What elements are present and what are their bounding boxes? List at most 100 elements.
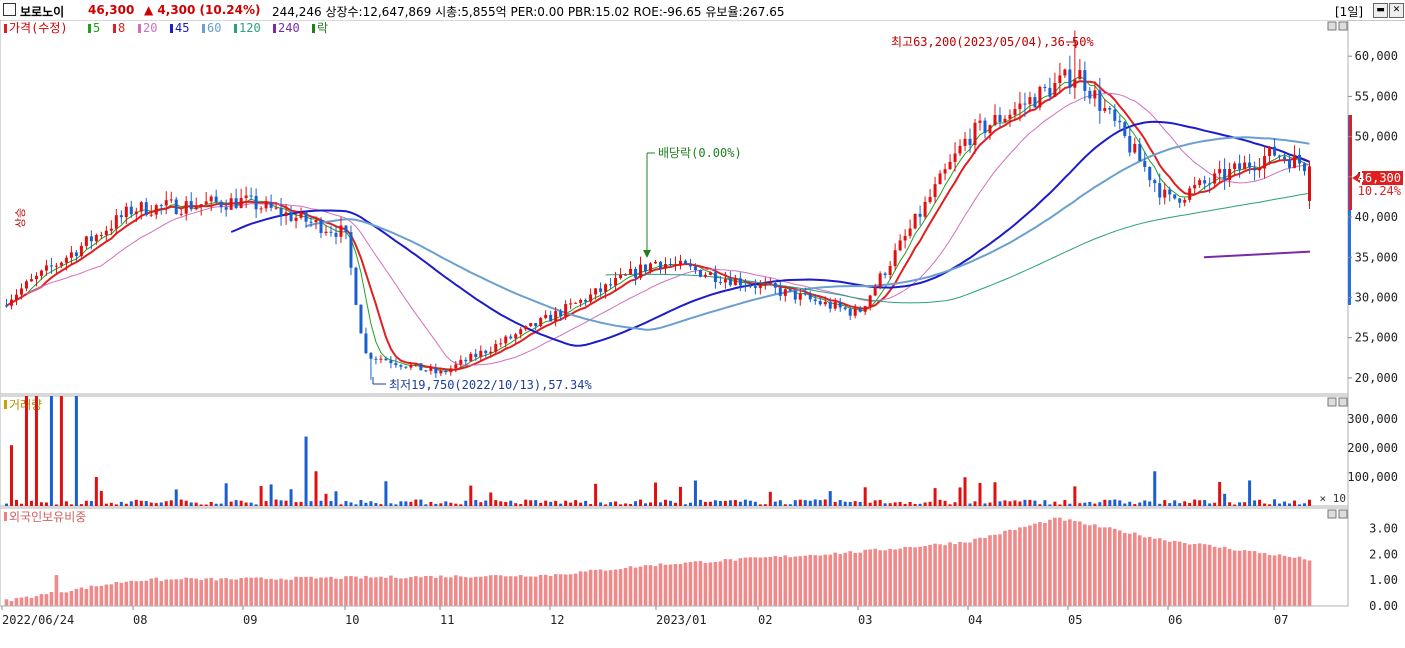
volume-bar [748,500,752,506]
candle-body [1033,97,1037,108]
volume-bar [718,500,722,506]
volume-bar [938,499,942,506]
candle-body [733,278,737,286]
volume-bar [189,502,193,506]
candle-body [289,212,293,221]
candle-body [519,329,523,335]
volume-bar [634,501,638,506]
candle-body [1053,82,1057,97]
volume-bar [249,502,253,506]
candle-body [683,260,687,265]
foreign-ratio-bar [1202,544,1207,606]
candle-body [354,267,358,305]
foreign-ratio-bar [473,576,478,606]
candle-body [843,307,847,310]
volume-bar [149,502,153,506]
volume-bar [1068,503,1072,506]
foreign-ratio-bar [349,576,353,606]
ma-legend-label: 120 [239,21,261,35]
candle-body [349,232,353,268]
volume-bar [1258,499,1262,506]
candle-body [1183,199,1187,203]
foreign-ratio-bar [1307,560,1312,606]
volume-bar [888,503,892,506]
foreign-ratio-bar [264,579,268,606]
candle-body [379,358,383,360]
volume-bar [1083,502,1087,506]
price-tick-label: 50,000 [1355,130,1398,144]
candle-body [1253,167,1257,171]
volume-bar [169,500,173,506]
price-tick-label: 30,000 [1355,290,1398,304]
volume-bar [778,500,782,506]
volume-bar [344,501,348,506]
candle-body [873,287,877,296]
panel-buttons[interactable] [1327,21,1348,519]
foreign-ratio-bar [658,563,663,606]
volume-bar [1013,500,1017,506]
foreign-ratio-bar [1162,540,1167,606]
foreign-ratio-bar [324,577,328,606]
foreign-ratio-bar [1043,523,1047,606]
foreign-ratio-bar [908,546,912,606]
volume-bar [903,503,907,506]
foreign-ratio-bar [1247,550,1252,606]
volume-bar [1198,500,1202,506]
period-button[interactable]: [1일] [1335,5,1364,19]
foreign-ratio-bar [444,577,448,606]
close-icon[interactable]: ✕ [1389,3,1404,18]
price-tick-label: 20,000 [1355,371,1398,385]
foreign-ratio-bar [344,576,348,606]
foreign-ratio-bar [933,543,937,606]
candle-body [1038,86,1042,108]
volume-bar [1178,503,1182,506]
foreign-ratio-bar [39,594,44,606]
foreign-ratio-bar [753,557,758,606]
volume-bar [49,396,53,506]
foreign-tick-label: 3.00 [1369,522,1398,536]
volume-bar [529,500,533,506]
foreign-ratio-bar [69,590,74,606]
foreign-tick-label: 0.00 [1369,599,1398,613]
candle-body [259,208,263,210]
candle-body [1138,143,1142,161]
foreign-ratio-bar [893,549,897,606]
candle-body [973,122,977,146]
checkbox-icon[interactable] [3,3,16,16]
volume-bar [1238,502,1242,506]
foreign-ratio-bar [468,577,473,606]
volume-bar [469,485,473,506]
foreign-ratio-bar [1137,535,1142,606]
foreign-ratio-bar [513,576,518,606]
candle-body [444,370,448,373]
foreign-ratio-bar [943,545,947,606]
candle-body [589,294,593,302]
foreign-ratio-bar [59,592,64,606]
foreign-ratio-bar [1083,524,1087,606]
candle-body [893,250,897,267]
candle-body [14,294,18,300]
volume-bar [923,502,927,506]
volume-bar [399,501,403,506]
volume-bar [953,502,957,506]
volume-bar [264,501,268,506]
volume-bar [893,502,897,506]
candle-body [514,334,518,339]
volume-bar [94,477,98,506]
volume-panel[interactable] [0,395,1349,507]
candle-body [868,295,872,307]
candle-body [29,279,33,282]
x-tick-label: 12 [550,613,564,627]
left-marker: 상승 [14,208,27,228]
volume-bar [1118,500,1122,506]
candle-body [1043,86,1047,88]
foreign-ratio-bar [653,566,658,606]
volume-bar [84,500,88,506]
foreign-ratio-bar [1028,525,1032,606]
minimize-icon[interactable]: ▬ [1373,3,1388,18]
volume-bar [319,500,323,506]
volume-bar [539,502,543,506]
foreign-ratio-bar [493,575,498,606]
volume-bar [1133,504,1137,506]
